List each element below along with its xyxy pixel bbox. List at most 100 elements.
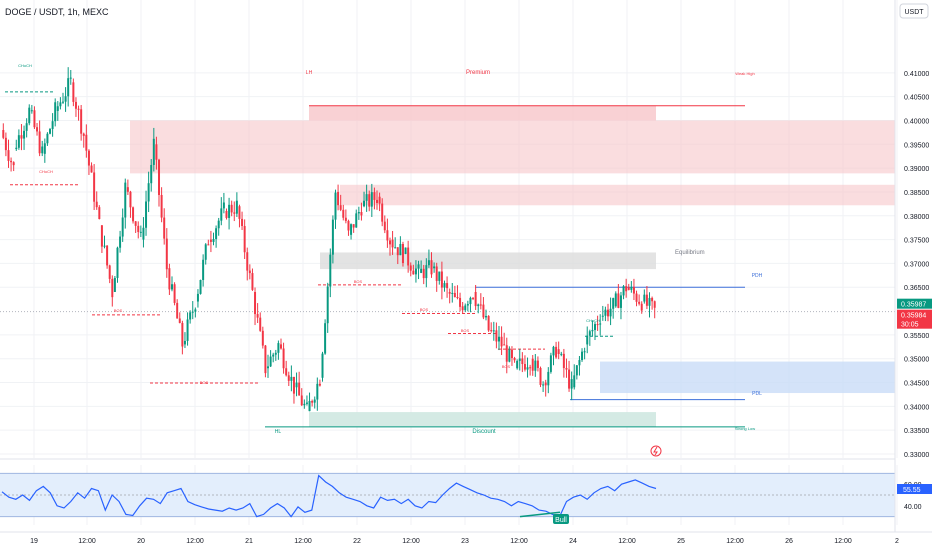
candle[interactable]	[552, 345, 555, 366]
candle[interactable]	[536, 356, 539, 372]
candle[interactable]	[477, 303, 480, 314]
candle[interactable]	[113, 275, 116, 293]
candle[interactable]	[290, 365, 293, 392]
candle[interactable]	[33, 106, 36, 130]
candle[interactable]	[625, 278, 628, 298]
candle[interactable]	[396, 247, 399, 265]
candle[interactable]	[170, 276, 173, 292]
candle[interactable]	[272, 352, 275, 363]
candle[interactable]	[74, 97, 77, 117]
candle[interactable]	[233, 201, 236, 222]
candle[interactable]	[490, 322, 493, 333]
candle[interactable]	[534, 353, 537, 377]
candle[interactable]	[430, 252, 433, 278]
candle[interactable]	[542, 381, 545, 392]
candle[interactable]	[300, 388, 303, 406]
candle[interactable]	[446, 276, 449, 298]
candle[interactable]	[529, 364, 532, 376]
candle[interactable]	[121, 208, 124, 242]
candle[interactable]	[440, 261, 443, 300]
candle[interactable]	[264, 344, 267, 378]
candle[interactable]	[56, 101, 59, 121]
candle[interactable]	[513, 356, 516, 363]
candle[interactable]	[311, 399, 314, 407]
candle[interactable]	[321, 351, 324, 382]
candle[interactable]	[388, 237, 391, 256]
candle[interactable]	[523, 355, 526, 372]
candle[interactable]	[160, 187, 163, 223]
candle[interactable]	[412, 264, 415, 275]
candle[interactable]	[581, 348, 584, 362]
candle[interactable]	[653, 300, 656, 319]
candle[interactable]	[464, 303, 467, 312]
candle[interactable]	[295, 372, 298, 397]
candle[interactable]	[282, 342, 285, 374]
candle[interactable]	[570, 371, 573, 401]
candle[interactable]	[28, 104, 31, 126]
candle[interactable]	[451, 282, 454, 303]
candle[interactable]	[435, 262, 438, 292]
candle[interactable]	[147, 171, 150, 213]
candle[interactable]	[531, 355, 534, 376]
candle[interactable]	[269, 350, 272, 368]
candle[interactable]	[500, 326, 503, 356]
candle[interactable]	[363, 191, 366, 208]
candle[interactable]	[407, 240, 410, 273]
candle[interactable]	[17, 129, 20, 150]
candle[interactable]	[329, 248, 332, 298]
candle[interactable]	[196, 289, 199, 308]
candle[interactable]	[168, 263, 171, 295]
candle[interactable]	[555, 341, 558, 359]
candle[interactable]	[279, 338, 282, 350]
candle[interactable]	[516, 359, 519, 370]
candle[interactable]	[189, 310, 192, 324]
candle[interactable]	[106, 245, 109, 269]
candle[interactable]	[129, 190, 132, 218]
candle[interactable]	[30, 104, 33, 114]
candle[interactable]	[251, 268, 254, 291]
candle[interactable]	[645, 286, 648, 310]
candle[interactable]	[609, 297, 612, 326]
candle[interactable]	[212, 232, 215, 246]
candle[interactable]	[360, 202, 363, 221]
candle[interactable]	[158, 158, 161, 207]
candle[interactable]	[334, 189, 337, 229]
candle[interactable]	[337, 184, 340, 211]
candle[interactable]	[243, 219, 246, 260]
candle[interactable]	[378, 192, 381, 212]
candle[interactable]	[38, 120, 41, 157]
candle[interactable]	[612, 297, 615, 319]
candle[interactable]	[124, 178, 127, 229]
candle[interactable]	[116, 246, 119, 283]
candle[interactable]	[241, 211, 244, 230]
candle[interactable]	[191, 301, 194, 320]
candle[interactable]	[176, 299, 179, 319]
candle[interactable]	[347, 219, 350, 236]
candle[interactable]	[376, 190, 379, 210]
candle[interactable]	[145, 190, 148, 236]
candle[interactable]	[381, 198, 384, 227]
bolt-icon[interactable]	[650, 445, 662, 457]
candle[interactable]	[482, 297, 485, 320]
candle[interactable]	[619, 291, 622, 320]
candle[interactable]	[259, 312, 262, 332]
candle[interactable]	[178, 312, 181, 324]
candle[interactable]	[111, 275, 114, 307]
candle[interactable]	[557, 341, 560, 360]
candle[interactable]	[303, 399, 306, 409]
candle[interactable]	[90, 162, 93, 173]
candle[interactable]	[394, 237, 397, 249]
candle[interactable]	[401, 241, 404, 267]
candle[interactable]	[425, 258, 428, 288]
candle[interactable]	[575, 364, 578, 380]
candle[interactable]	[503, 332, 506, 346]
candle[interactable]	[544, 379, 547, 397]
candle[interactable]	[254, 287, 257, 326]
candle[interactable]	[207, 239, 210, 246]
candle[interactable]	[357, 206, 360, 220]
candle[interactable]	[497, 325, 500, 351]
candle[interactable]	[137, 221, 140, 239]
candle[interactable]	[549, 352, 552, 374]
candle[interactable]	[370, 183, 373, 217]
candle[interactable]	[228, 197, 231, 230]
